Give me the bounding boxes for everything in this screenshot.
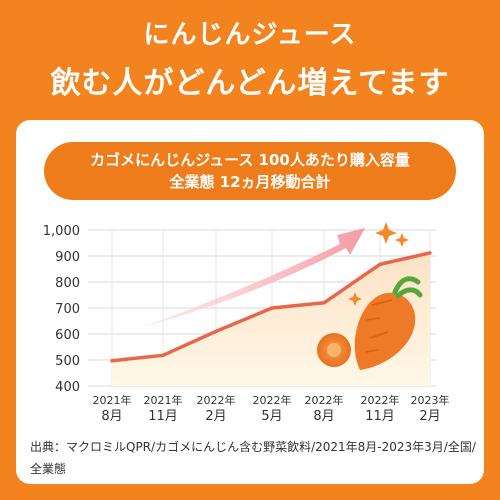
y-tick-label: 1,000	[43, 224, 80, 239]
x-tick-label: 2021年 11月	[144, 393, 183, 424]
x-tick-label: 2023年 2月	[411, 393, 450, 424]
sparkle-icon	[348, 222, 409, 306]
x-tick-label: 2022年 5月	[253, 393, 292, 424]
y-tick-label: 800	[55, 276, 80, 291]
x-tick-label: 2022年 8月	[305, 393, 344, 424]
y-tick-label: 600	[55, 328, 80, 343]
page-title: 飲む人がどんどん増えてます	[50, 66, 450, 101]
x-tick-label: 2022年 2月	[197, 393, 236, 424]
y-tick-label: 900	[55, 250, 80, 265]
y-tick-label: 400	[55, 380, 80, 395]
x-tick-label: 2021年 8月	[93, 393, 132, 424]
x-axis-labels: 2021年 8月 2021年 11月 2022年 2月 2022年 5月 2022年 8月 2022…	[93, 393, 450, 424]
y-axis: 400 500 600 700 800 900 1,000	[43, 224, 80, 395]
source-note: 出典：マクロミルQPR/カゴメにんじん含む野菜飲料/2021年8月-2023年3…	[30, 440, 476, 476]
chart-caption-pill: カゴメにんじんジュース 100人あたり購入容量 全業態 12ヵ月移動合計	[44, 142, 456, 200]
data-points	[111, 252, 431, 361]
x-tick-label: 2022年 11月	[361, 393, 400, 424]
page-subtitle: にんじんジュース	[143, 20, 357, 50]
growth-arrow	[140, 228, 365, 328]
y-tick-label: 500	[55, 354, 80, 369]
y-tick-label: 700	[55, 302, 80, 317]
chart-caption-line1: カゴメにんじんジュース 100人あたり購入容量	[90, 151, 410, 169]
carrot-illustration	[317, 276, 423, 370]
chart-caption-line2: 全業態 12ヵ月移動合計	[169, 173, 331, 191]
